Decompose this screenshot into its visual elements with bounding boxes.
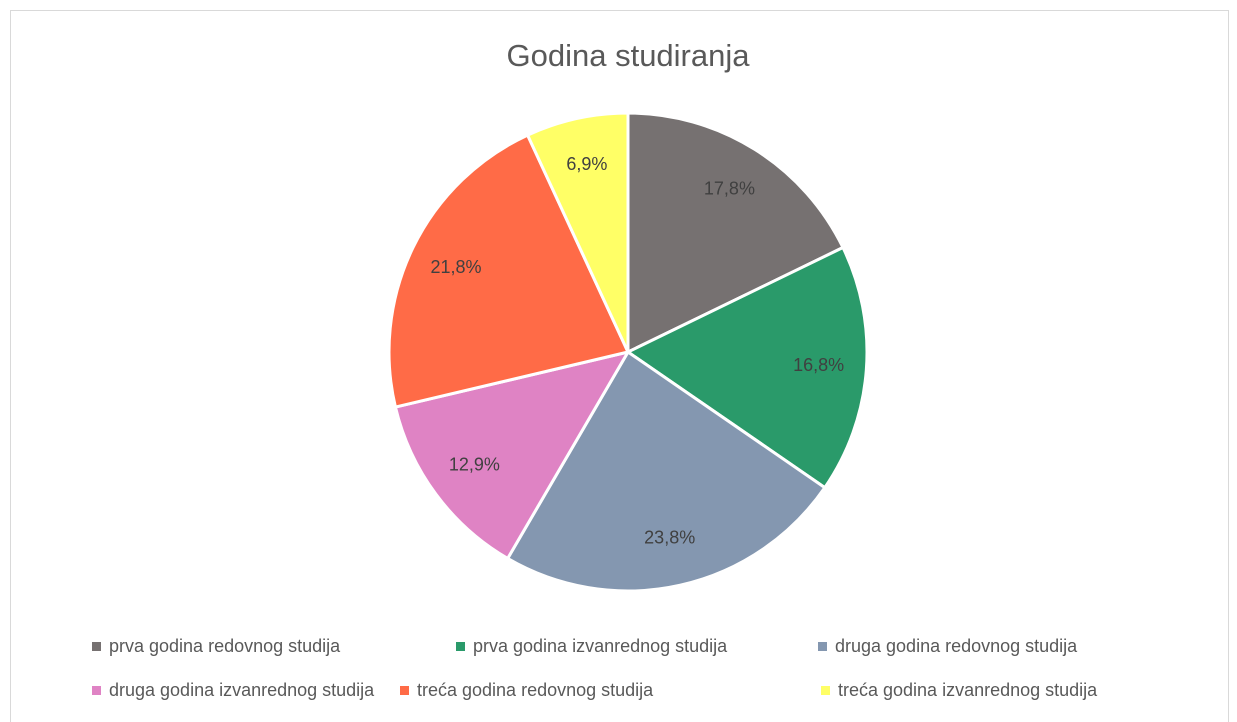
data-label: 16,8%	[793, 355, 844, 375]
legend-label: prva godina izvanrednog studija	[473, 636, 728, 656]
legend-label: prva godina redovnog studija	[109, 636, 341, 656]
data-label: 23,8%	[644, 527, 695, 547]
legend-marker	[92, 686, 101, 695]
legend-marker	[821, 686, 830, 695]
data-label: 12,9%	[449, 455, 500, 475]
pie-slice	[393, 350, 630, 560]
pie-slice	[526, 111, 630, 354]
legend-label: druga godina izvanrednog studija	[109, 680, 375, 700]
pie-slice	[626, 246, 869, 490]
legend-marker	[92, 642, 101, 651]
legend-label: treća godina izvanrednog studija	[838, 680, 1098, 700]
legend-label: druga godina redovnog studija	[835, 636, 1078, 656]
pie-slice	[506, 350, 827, 593]
data-label: 21,8%	[431, 257, 482, 277]
pie-slice	[387, 133, 630, 409]
chart-title: Godina studiranja	[507, 38, 751, 73]
legend-marker	[456, 642, 465, 651]
legend-marker	[818, 642, 827, 651]
legend-marker	[400, 686, 409, 695]
pie-slice	[626, 111, 845, 354]
data-label: 17,8%	[704, 179, 755, 199]
legend-label: treća godina redovnog studija	[417, 680, 654, 700]
data-label: 6,9%	[566, 154, 607, 174]
